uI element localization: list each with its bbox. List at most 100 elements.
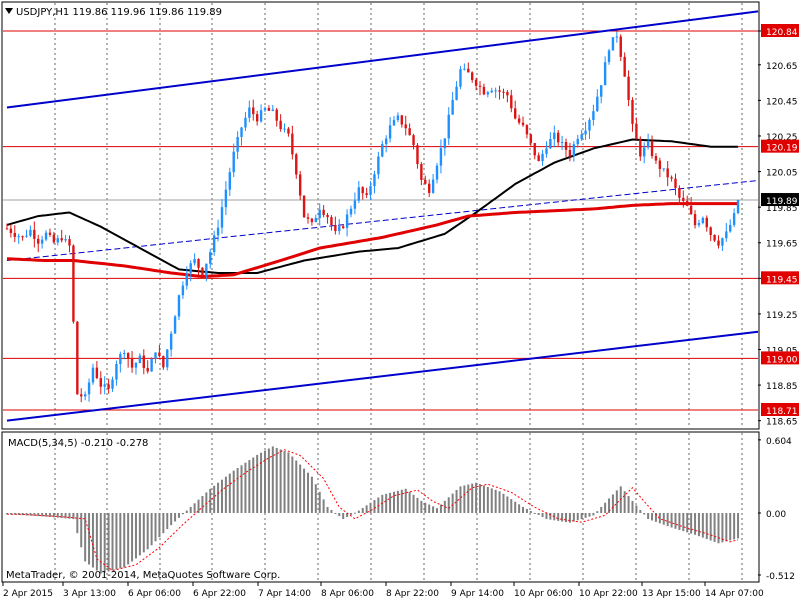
macd-bar [119,513,122,569]
candle-body [173,316,177,334]
macd-bar [314,484,317,513]
y-tick-label: 120.25 [766,133,798,143]
macd-bar [576,513,579,521]
macd-bar [518,504,521,513]
macd-bar [279,449,282,513]
candle-body [482,86,486,95]
macd-bar [412,494,415,513]
candle-body [169,333,173,350]
candle-body [326,214,329,218]
candle-body [607,50,611,63]
macd-bar [455,489,458,513]
macd-bar [725,513,728,542]
candle-body [373,174,376,187]
candle-body [717,240,720,246]
macd-bar [299,464,302,513]
macd-pane-border [1,431,760,583]
candle-body [424,179,427,184]
macd-bar [338,513,341,517]
macd-bar [291,456,294,513]
x-tick-label: 10 Apr 06:00 [514,589,573,599]
candle-body [25,235,28,237]
macd-bar [635,505,638,513]
candle-body [275,109,278,121]
candle-body [349,208,353,215]
watermark: MetaTrader, © 2001-2014, MetaQuotes Soft… [6,570,280,581]
macd-bar [533,513,536,514]
candle-body [510,95,513,109]
candle-body [197,258,200,268]
candle-body [64,239,67,241]
macd-bar [709,513,712,541]
macd-bar [162,513,165,534]
macd-bar [326,506,329,513]
macd-bar [303,468,306,513]
macd-bar [479,484,482,513]
candle-body [177,295,181,317]
macd-bar [142,513,145,553]
x-tick-label: 9 Apr 14:00 [451,589,504,599]
macd-bar [506,496,509,513]
candle-body [639,139,642,157]
candle-body [396,115,400,121]
macd-bar [608,498,611,513]
macd-bar [283,450,286,513]
macd-bar [494,489,497,513]
candle-body [697,223,701,226]
candle-body [361,187,364,194]
macd-bar [717,513,720,544]
macd-bar [713,513,716,542]
macd-bar [678,513,681,530]
macd-bar [177,513,180,518]
symbol-menu-button[interactable] [5,8,13,14]
candle-body [205,263,208,276]
candle-body [381,144,384,157]
candle-body [291,133,294,155]
macd-bar [373,500,376,513]
x-tick-label: 10 Apr 22:00 [579,589,638,599]
candle-body [643,147,646,157]
macd-bar [361,507,364,513]
macd-bar [463,485,466,513]
macd-header: MACD(5,34,5) -0.210 -0.278 [8,438,148,449]
macd-bar [17,513,20,515]
candle-body [341,226,345,228]
candle-body [635,123,638,140]
candlesticks [5,31,740,403]
candle-body [701,217,705,224]
macd-bar [275,447,278,513]
macd-bar [604,502,607,513]
candle-body [314,218,318,223]
candle-body [181,285,185,296]
macd-bar [271,446,274,513]
candle-body [592,111,595,120]
macd-bar [95,513,98,571]
candle-body [584,130,587,135]
x-tick-label: 14 Apr 07:00 [705,589,764,599]
candle-body [600,85,603,97]
candle-body [564,141,568,150]
macd-bar [127,513,130,565]
macd-bar [224,476,227,513]
macd-bar [674,513,677,529]
macd-bar [33,513,36,516]
triangle-down-icon[interactable] [5,8,13,14]
candle-body [193,258,196,264]
macd-bar [25,513,28,516]
candle-body [377,156,380,175]
macd-bar [103,513,106,573]
macd-bar [721,513,724,543]
candle-body [83,394,87,397]
macd-tick-label: 0.604 [766,437,792,447]
candle-body [384,138,388,145]
macd-bar [107,513,110,572]
macd-bar [131,513,134,562]
macd-bar [529,510,532,513]
candle-body [447,114,450,139]
candle-body [138,355,142,364]
candle-body [693,214,697,226]
candle-body [345,214,349,228]
candle-body [388,125,392,139]
